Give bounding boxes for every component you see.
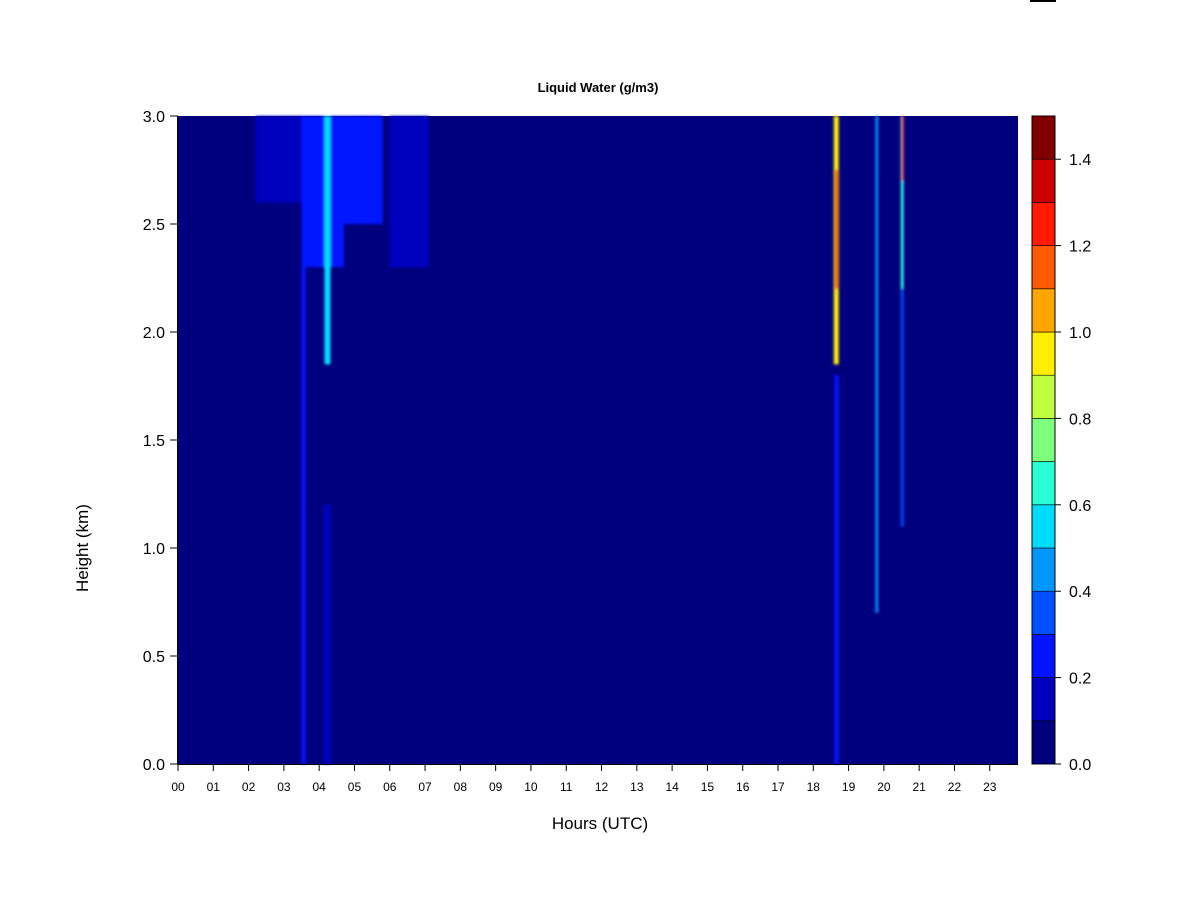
y-tick-label: 0.5	[143, 649, 165, 666]
x-tick-label: 04	[312, 780, 326, 794]
x-tick-label: 07	[418, 780, 432, 794]
x-tick-label: 13	[630, 780, 644, 794]
heatmap-cell	[875, 116, 879, 613]
y-axis: 0.0 0.5 1.0 1.5 2.0 2.5 3.0	[143, 109, 178, 774]
colorbar-tick-label: 0.8	[1069, 411, 1091, 428]
x-tick-label: 11	[560, 780, 573, 794]
y-tick-label: 1.0	[143, 541, 165, 558]
x-tick-label: 20	[877, 780, 891, 794]
colorbar-swatch	[1031, 374, 1056, 419]
x-axis-label: Hours (UTC)	[552, 814, 648, 833]
y-tick-label: 0.0	[143, 757, 165, 774]
x-tick-label: 03	[277, 780, 291, 794]
heatmap-cell	[343, 116, 383, 224]
colorbar-swatch	[1031, 504, 1056, 549]
y-tick-label: 2.5	[143, 217, 165, 234]
corner-mark	[1030, 0, 1056, 2]
y-tick-label: 2.0	[143, 325, 165, 342]
y-axis-label: Height (km)	[73, 504, 92, 592]
heatmap-cell	[389, 116, 429, 268]
colorbar-swatch	[1031, 677, 1056, 722]
y-tick-label: 1.5	[143, 433, 165, 450]
colorbar-tick-label: 0.0	[1069, 757, 1091, 774]
colorbar-swatch	[1031, 634, 1056, 678]
heatmap-cell	[255, 116, 302, 203]
x-tick-label: 08	[454, 780, 468, 794]
x-tick-label: 05	[348, 780, 362, 794]
x-tick-label: 09	[489, 780, 503, 794]
x-tick-label: 19	[842, 780, 856, 794]
colorbar-swatch	[1031, 158, 1056, 203]
x-tick-label: 21	[912, 780, 926, 794]
y-tick-label: 3.0	[143, 109, 165, 126]
heatmap-cell	[834, 375, 839, 764]
colorbar-swatch	[1031, 202, 1056, 246]
colorbar-swatch	[1031, 331, 1056, 376]
heatmap-cell	[301, 116, 344, 268]
colorbar-swatch	[1031, 547, 1056, 592]
x-tick-label: 00	[171, 780, 185, 794]
colorbar-swatch	[1031, 288, 1056, 333]
colorbar-tick-label: 0.4	[1069, 584, 1091, 601]
colorbar-swatch	[1031, 590, 1056, 635]
x-tick-label: 10	[524, 780, 538, 794]
x-tick-label: 12	[595, 780, 609, 794]
colorbar-swatch	[1031, 245, 1056, 290]
heatmap-cell	[301, 116, 306, 764]
colorbar-tick-label: 1.4	[1069, 152, 1091, 169]
heatmap-cell	[900, 116, 904, 527]
colorbar-tick-label: 0.6	[1069, 498, 1091, 515]
colorbar-swatch	[1031, 461, 1056, 506]
x-tick-label: 02	[242, 780, 256, 794]
heatmap-cell	[323, 504, 331, 764]
x-tick-label: 15	[701, 780, 715, 794]
heatmap-features	[255, 116, 904, 764]
x-tick-label: 01	[207, 780, 221, 794]
colorbar-tick-label: 1.2	[1069, 239, 1091, 256]
x-tick-label: 17	[771, 780, 785, 794]
heatmap-cell	[835, 170, 838, 289]
x-tick-label: 14	[665, 780, 679, 794]
chart-title: Liquid Water (g/m3)	[538, 80, 659, 95]
x-tick-label: 16	[736, 780, 750, 794]
x-tick-label: 06	[383, 780, 397, 794]
heatmap-cell	[900, 116, 904, 289]
colorbar-swatch	[1031, 720, 1056, 765]
colorbar-swatch	[1031, 115, 1056, 160]
heatmap-cell	[901, 116, 904, 181]
colorbar-tick-label: 1.0	[1069, 325, 1091, 342]
plot-area	[178, 116, 1018, 764]
colorbar-swatch	[1031, 418, 1056, 462]
x-tick-label: 22	[948, 780, 962, 794]
x-tick-label: 18	[807, 780, 821, 794]
colorbar-tick-label: 0.2	[1069, 671, 1091, 688]
heatmap-cell	[324, 116, 331, 365]
x-axis: 00 01 02 03 04 05 06 07 08 09 10 11 12 13 14 15 16 17 18 19…	[171, 764, 1018, 794]
colorbar: 0.0 0.2 0.4 0.6 0.8 1.0 1.2 1.4	[1031, 115, 1091, 774]
x-tick-label: 23	[983, 780, 997, 794]
colorbar-frame	[1031, 115, 1056, 765]
